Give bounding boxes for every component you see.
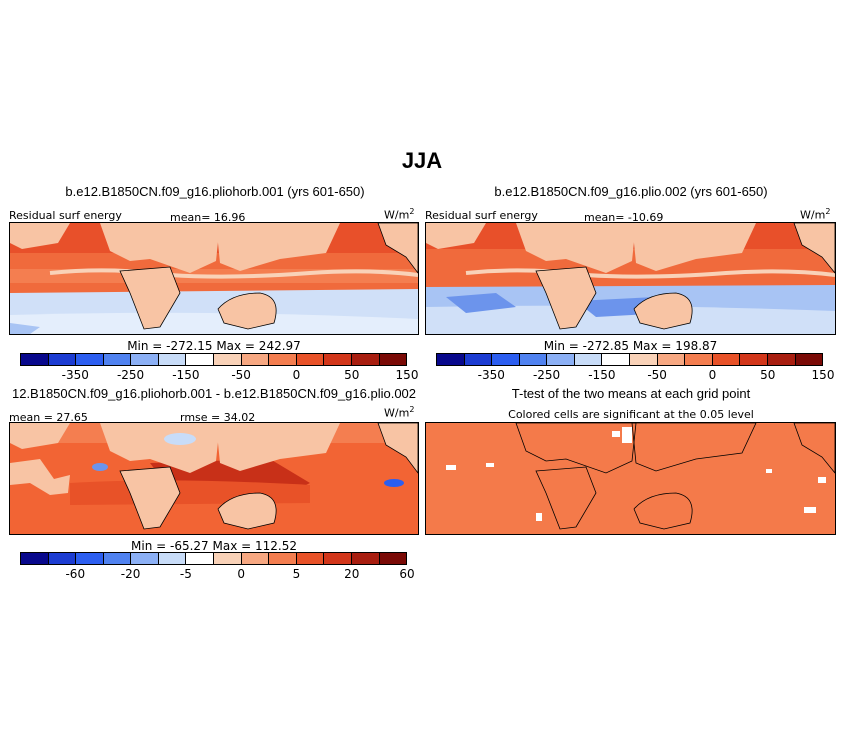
colorbar-tick-label: 60 bbox=[399, 567, 415, 581]
colorbar-tick-label: -350 bbox=[477, 368, 505, 382]
colorbar-swatch bbox=[103, 354, 132, 365]
colorbar-swatch bbox=[379, 354, 407, 365]
colorbar-swatch bbox=[795, 354, 823, 365]
colorbar-tick-label: -150 bbox=[172, 368, 200, 382]
colorbar-swatch bbox=[712, 354, 741, 365]
colorbar-swatch bbox=[76, 354, 104, 365]
colorbar-tick-label: 50 bbox=[760, 368, 776, 382]
colorbar-tick-label: -250 bbox=[532, 368, 561, 382]
colorbar-tick-label: 0 bbox=[237, 567, 245, 581]
colorbar-swatch bbox=[21, 354, 49, 365]
colorbar-swatch bbox=[186, 354, 215, 365]
colorbar-swatch bbox=[519, 354, 548, 365]
panel2-units: W/m2 bbox=[800, 207, 831, 222]
colorbar-swatch bbox=[158, 354, 187, 365]
colorbar-swatch bbox=[158, 553, 187, 564]
panel2-minmax: Min = -272.85 Max = 198.87 bbox=[543, 339, 718, 353]
colorbar-swatch bbox=[269, 354, 297, 365]
colorbar-swatch bbox=[269, 553, 297, 564]
panel3-mean-label: mean = 27.65 bbox=[9, 411, 88, 424]
panel1-map bbox=[9, 222, 419, 335]
panel1-left-label: Residual surf energy bbox=[9, 209, 122, 222]
panel1-colorbar bbox=[20, 353, 407, 366]
colorbar-swatch bbox=[767, 354, 796, 365]
colorbar-swatch bbox=[241, 553, 270, 564]
colorbar-swatch bbox=[241, 354, 270, 365]
colorbar-tick-label: 0 bbox=[292, 368, 301, 382]
colorbar-swatch bbox=[296, 553, 325, 564]
panel1-units: W/m2 bbox=[384, 207, 415, 222]
panel3-map bbox=[9, 422, 419, 535]
panel2-colorbar bbox=[436, 353, 823, 366]
colorbar-tick-label: -20 bbox=[120, 567, 141, 581]
colorbar-swatch bbox=[492, 354, 520, 365]
panel1-mean-label: mean= 16.96 bbox=[170, 211, 246, 224]
colorbar-swatch bbox=[351, 553, 380, 564]
colorbar-tick-label: -5 bbox=[179, 567, 192, 581]
colorbar-swatch bbox=[464, 354, 493, 365]
colorbar-swatch bbox=[131, 553, 159, 564]
colorbar-swatch bbox=[685, 354, 713, 365]
panel3-colorbar-ticks: -60 -20 -5 0 5 20 60 bbox=[20, 565, 414, 581]
colorbar-tick-label: 0 bbox=[708, 368, 717, 382]
colorbar-swatch bbox=[630, 354, 658, 365]
colorbar-tick-label: -250 bbox=[116, 368, 145, 382]
colorbar-tick-label: 150 bbox=[395, 368, 419, 382]
panel2-left-label: Residual surf energy bbox=[425, 209, 538, 222]
panel4-subtitle: Colored cells are significant at the 0.0… bbox=[508, 408, 754, 421]
colorbar-swatch bbox=[296, 354, 325, 365]
panel1-colorbar-ticks: -350 -250 -150 -50 0 50 150 bbox=[20, 366, 419, 382]
panel2-colorbar-ticks: -350 -250 -150 -50 0 50 150 bbox=[436, 366, 835, 382]
colorbar-swatch bbox=[131, 354, 159, 365]
colorbar-tick-label: 150 bbox=[811, 368, 835, 382]
figure-title: JJA bbox=[401, 148, 443, 173]
colorbar-swatch bbox=[740, 354, 768, 365]
colorbar-swatch bbox=[547, 354, 575, 365]
colorbar-swatch bbox=[76, 553, 104, 564]
panel3-title: 12.B1850CN.f09_g16.pliohorb.001 - b.e12.… bbox=[11, 386, 417, 401]
colorbar-swatch bbox=[186, 553, 215, 564]
panel3-colorbar bbox=[20, 552, 407, 565]
colorbar-swatch bbox=[324, 354, 352, 365]
colorbar-tick-label: 20 bbox=[344, 567, 360, 581]
colorbar-swatch bbox=[324, 553, 352, 564]
panel4-map bbox=[425, 422, 836, 535]
panel3-minmax: Min = -65.27 Max = 112.52 bbox=[131, 539, 297, 553]
colorbar-tick-label: 50 bbox=[344, 368, 360, 382]
colorbar-swatch bbox=[379, 553, 407, 564]
panel3-rmse-label: rmse = 34.02 bbox=[180, 411, 256, 424]
colorbar-swatch bbox=[48, 354, 77, 365]
colorbar-swatch bbox=[103, 553, 132, 564]
colorbar-swatch bbox=[602, 354, 631, 365]
panel3-units: W/m2 bbox=[384, 405, 415, 420]
colorbar-tick-label: 5 bbox=[292, 567, 301, 581]
colorbar-swatch bbox=[351, 354, 380, 365]
colorbar-swatch bbox=[48, 553, 77, 564]
panel1-title: b.e12.B1850CN.f09_g16.pliohorb.001 (yrs … bbox=[65, 184, 365, 199]
panel2-title: b.e12.B1850CN.f09_g16.plio.002 (yrs 601-… bbox=[494, 184, 768, 199]
panel2-mean-label: mean= -10.69 bbox=[584, 211, 664, 224]
colorbar-swatch bbox=[214, 553, 242, 564]
colorbar-swatch bbox=[214, 354, 242, 365]
colorbar-swatch bbox=[657, 354, 686, 365]
panel1-minmax: Min = -272.15 Max = 242.97 bbox=[127, 339, 301, 353]
panel2-map bbox=[425, 222, 836, 335]
colorbar-tick-label: -350 bbox=[61, 368, 89, 382]
colorbar-tick-label: -50 bbox=[231, 368, 251, 382]
colorbar-tick-label: -60 bbox=[65, 567, 86, 581]
colorbar-tick-label: -150 bbox=[588, 368, 616, 382]
colorbar-swatch bbox=[574, 354, 603, 365]
colorbar-swatch bbox=[21, 553, 49, 564]
colorbar-swatch bbox=[437, 354, 465, 365]
panel4-title: T-test of the two means at each grid poi… bbox=[511, 386, 751, 401]
colorbar-tick-label: -50 bbox=[647, 368, 667, 382]
